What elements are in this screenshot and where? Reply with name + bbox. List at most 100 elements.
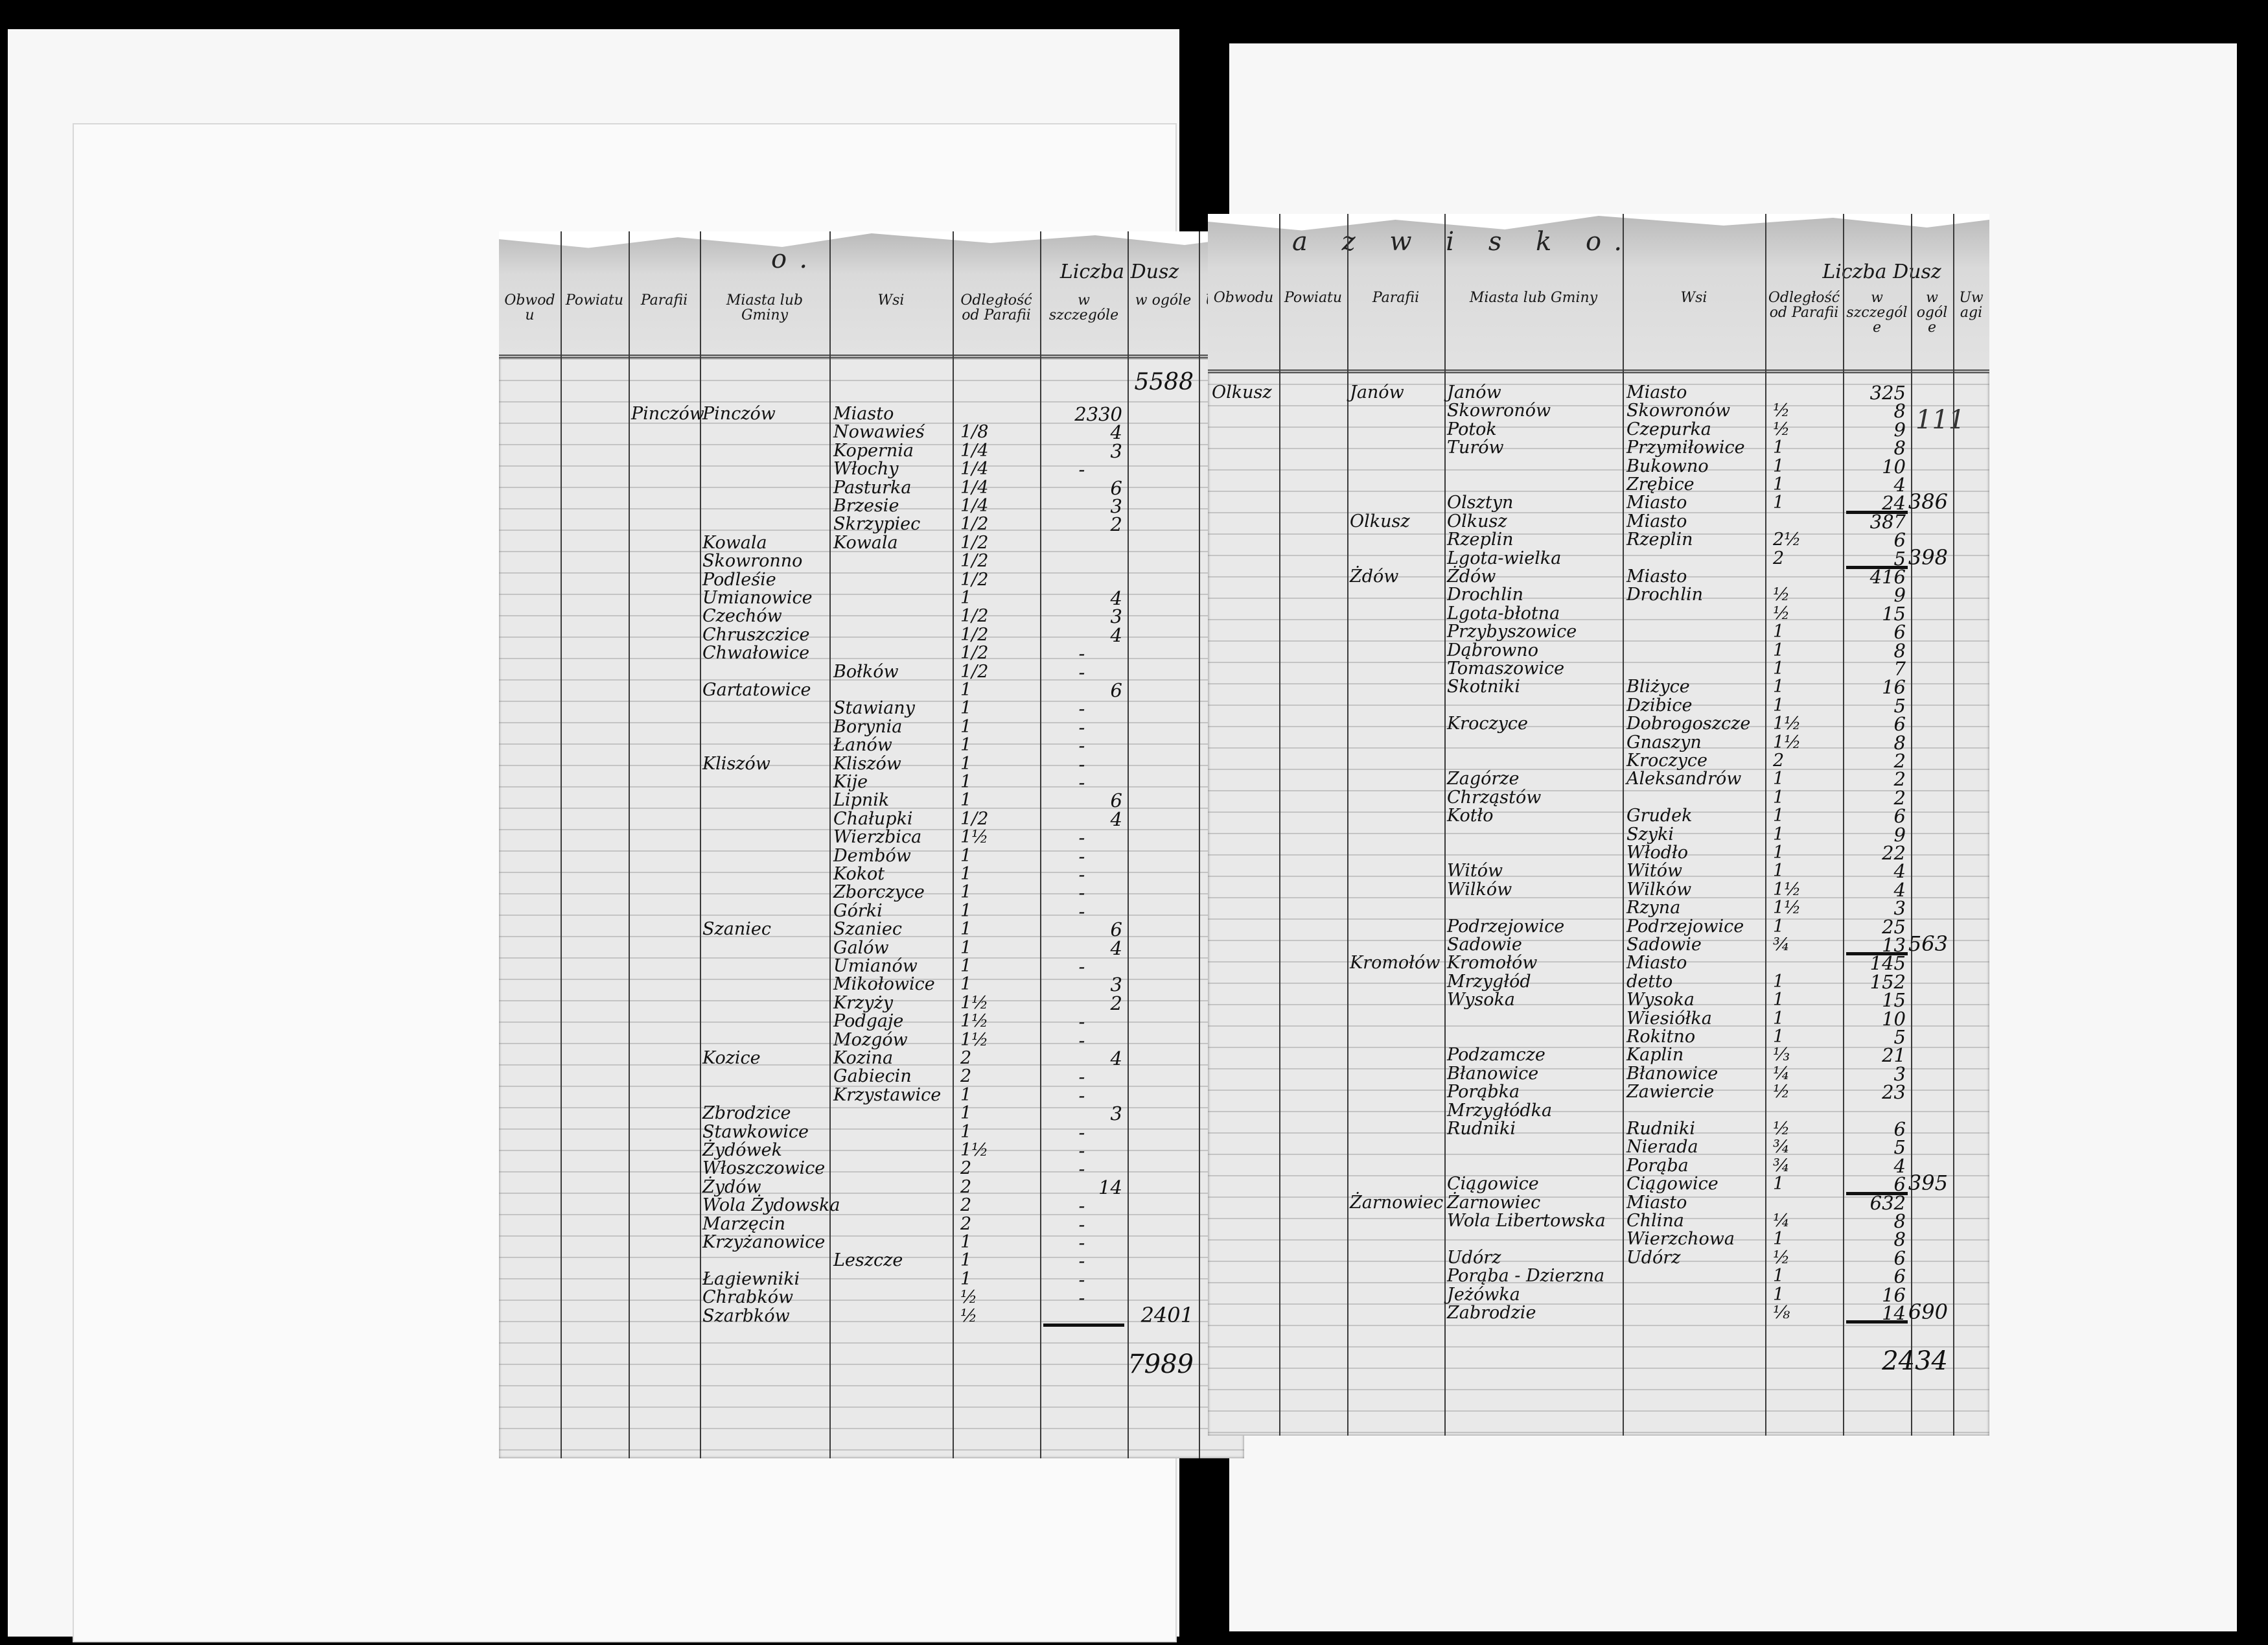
cell-wies: Kije [833,772,868,792]
column-header-1: Powiatu [1284,290,1343,306]
cell-gmina: Wola Libertowska [1447,1211,1606,1231]
cell-count-detail: - [1078,1287,1085,1309]
cell-distance: 1 [960,698,972,719]
cell-gmina: Wysoka [1447,990,1515,1010]
cell-distance: ½ [1773,401,1790,421]
cell-wies: Gabiecin [833,1066,912,1087]
cell-wies: Miasto [1626,511,1687,531]
cell-wies: Sadowie [1626,935,1702,955]
cell-wies: Czepurka [1626,419,1711,439]
cell-gmina: Gartatowice [702,680,811,700]
cell-gmina: Kliszów [702,753,770,774]
cell-wies: Zborczyce [833,882,925,903]
cell-distance: 1 [960,1103,972,1124]
cell-distance: 1½ [1773,714,1801,734]
cell-distance: 2 [960,1066,972,1087]
grand-total: 7989 [1128,1349,1194,1379]
cell-count-detail: 16 [1882,1283,1906,1306]
cell-count-detail: 632 [1869,1191,1906,1214]
cell-wies: Kowala [833,532,898,553]
cell-count-detail: 2 [1110,513,1122,536]
cell-distance: 1 [1773,493,1785,513]
column-header-strip: o. Liczba Dusz [499,231,1244,358]
cell-count-detail: 3 [1110,974,1122,996]
cell-distance: 1 [1773,1008,1785,1029]
cell-count-detail: 5 [1893,547,1906,570]
cell-gmina: Dąbrowno [1447,640,1538,660]
cell-count-detail: 21 [1882,1044,1906,1067]
cell-wies: Skowronów [1626,401,1731,421]
cell-distance: 1/2 [960,624,989,645]
cell-wies: Miasto [1626,953,1687,974]
cell-distance: 2 [960,1213,972,1234]
cell-distance: 1/2 [960,808,989,829]
cell-distance: 1/2 [960,514,989,535]
margin-note: 111 [1915,405,1965,435]
cell-count-detail: 2 [1893,786,1906,809]
column-header-6: w szczególe [1048,292,1119,324]
column-divider [829,231,831,1458]
cell-count-detail: 4 [1893,860,1906,883]
cell-wies: Miasto [833,404,894,424]
cell-distance: 1 [960,790,972,811]
cell-count-detail: 22 [1882,842,1906,864]
cell-wies: Bukowno [1626,456,1709,476]
cell-wies: Dobrogoszcze [1626,714,1751,734]
cell-distance: 1 [1773,456,1785,476]
cell-count-detail: 3 [1893,1062,1906,1085]
cell-gmina: Kromołów [1447,953,1538,974]
cell-count-detail: 3 [1110,1102,1122,1125]
cell-count-detail: 9 [1893,823,1906,846]
column-header-8: Uwagi [1959,290,1984,321]
cell-distance: ¾ [1773,1155,1790,1176]
cell-gmina: Drochlin [1447,585,1523,605]
cell-distance: 1/2 [960,661,989,682]
cell-count-detail: 416 [1869,566,1906,588]
cell-count-detail: 8 [1893,400,1906,423]
cell-distance: 1 [960,974,972,995]
cell-distance: ½ [1773,1119,1790,1139]
cell-count-detail: 4 [1110,1047,1122,1069]
header-title-fragment: o. [771,244,821,274]
cell-count-total: 563 [1908,931,1948,956]
cell-distance: ½ [1773,1082,1790,1102]
header-title-fragment: a z w i s k o. [1292,227,1636,257]
cell-wies: Kroczyce [1626,751,1708,771]
cell-count-detail: 5 [1893,1026,1906,1048]
cell-gmina: Potok [1447,419,1497,439]
cell-distance: 1 [960,588,972,608]
column-header-strip: a z w i s k o. Liczba Dusz [1208,214,1989,373]
cell-distance: 1 [960,1121,972,1142]
cell-distance: ½ [1773,603,1790,624]
cell-count-detail: 6 [1893,529,1906,552]
cell-gmina: Skowronno [702,551,803,572]
cell-distance: 1 [960,772,972,792]
cell-distance: 1 [960,937,972,958]
cell-gmina: Podzamcze [1447,1045,1545,1066]
cell-gmina: Wola Żydowska [702,1195,840,1216]
cell-count-detail: 387 [1869,510,1906,533]
cell-count-detail: 25 [1882,915,1906,938]
cell-distance: 1 [960,864,972,884]
column-divider [1279,214,1280,1436]
cell-count-detail: - [1078,1066,1085,1088]
cell-distance: 1 [960,1268,972,1289]
cell-wies: Rzyna [1626,898,1681,918]
cell-gmina: Rudniki [1447,1119,1516,1139]
cell-wies: Porąba [1626,1155,1689,1176]
register-page-left: o. Liczba Dusz Obwodu Powiatu Parafii Miast… [499,231,1244,1458]
cell-count-detail: 8 [1893,1210,1906,1232]
subtotal-rule [1043,1324,1124,1327]
cell-count-detail: - [1078,900,1085,922]
cell-distance: ⅛ [1773,1303,1790,1323]
cell-count-detail: 3 [1893,897,1906,920]
cell-count-detail: 8 [1893,731,1906,754]
cell-count-detail: 6 [1110,918,1122,941]
cell-wies: Mikołowice [833,974,935,995]
cell-wies: Kaplin [1626,1045,1684,1066]
cell-count-detail: - [1078,1029,1085,1051]
cell-gmina: Jeżówka [1447,1284,1520,1305]
cell-wies: Zrębice [1626,474,1695,495]
cell-distance: 1 [1773,990,1785,1010]
cell-wies: Grudek [1626,806,1693,826]
